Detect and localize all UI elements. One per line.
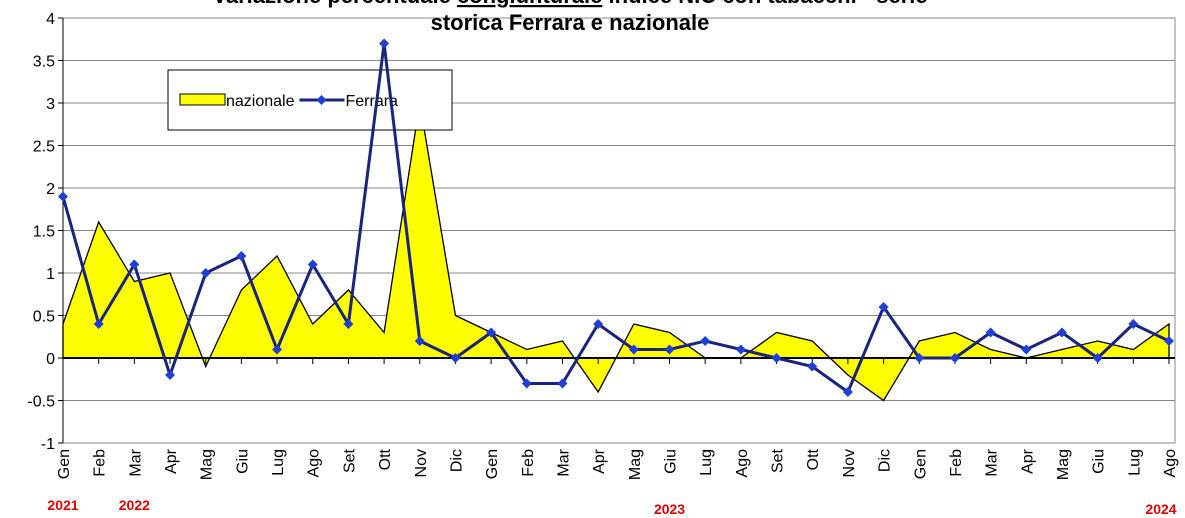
x-tick-label: Ott [377, 448, 394, 470]
title-part: indice NIC con tabacchi - serie [609, 0, 928, 8]
x-tick-label: Set [770, 448, 787, 473]
marker [914, 353, 925, 363]
y-tick-label: 4 [46, 11, 55, 28]
marker [200, 268, 211, 278]
title-part: Variazione percentuale [212, 0, 450, 8]
y-tick-label: 0 [46, 351, 55, 368]
marker [165, 370, 176, 380]
y-tick-label: 1 [46, 266, 55, 283]
x-tick-label: Apr [1019, 448, 1036, 474]
marker [236, 251, 247, 261]
year-label: 2024 [1145, 501, 1176, 517]
marker [628, 344, 639, 355]
x-tick-label: Apr [591, 448, 608, 474]
y-tick-label: -1 [41, 436, 55, 453]
marker [842, 387, 853, 397]
y-tick-label: 3.5 [33, 54, 55, 71]
marker [949, 353, 960, 363]
x-tick-label: Ott [805, 448, 822, 470]
marker [129, 259, 140, 270]
marker [521, 378, 532, 389]
marker [1056, 327, 1067, 338]
year-label: 2022 [119, 497, 150, 513]
x-tick-label: Dic [448, 449, 465, 472]
marker [593, 319, 604, 329]
x-tick-label: Ago [1162, 449, 1179, 478]
marker [486, 327, 497, 338]
x-tick-label: Feb [92, 449, 109, 477]
x-tick-label: Nov [413, 449, 430, 477]
y-tick-label: 3 [46, 96, 55, 113]
x-tick-label: Nov [841, 449, 858, 477]
marker [450, 353, 461, 363]
year-label: 2021 [47, 497, 78, 513]
marker [735, 344, 746, 355]
y-tick-label: 1.5 [33, 224, 55, 241]
x-tick-label: Dic [877, 449, 894, 472]
marker [93, 319, 104, 329]
marker [307, 259, 318, 270]
y-tick-label: 0.5 [33, 309, 55, 326]
x-tick-label: Mag [627, 449, 644, 480]
marker [1128, 319, 1139, 329]
y-tick-label: 2 [46, 181, 55, 198]
marker [771, 353, 782, 363]
x-tick-label: Apr [163, 448, 180, 474]
x-tick-label: Mag [1055, 449, 1072, 480]
x-tick-label: Feb [520, 449, 537, 477]
y-tick-label: -0.5 [27, 394, 55, 411]
marker [272, 344, 283, 355]
x-tick-label: Giu [1091, 449, 1108, 474]
marker [807, 361, 818, 372]
marker [58, 191, 68, 202]
area [62, 102, 1170, 402]
x-tick-label: Lug [698, 449, 715, 476]
marker [1021, 344, 1032, 355]
x-tick-label: Mar [127, 448, 144, 476]
line [61, 43, 1170, 395]
x-tick-label: Giu [234, 449, 251, 474]
year-label: 2023 [654, 501, 685, 517]
x-tick-label: Lug [270, 449, 287, 476]
marker [1164, 336, 1174, 346]
x-tick-label: Ago [734, 449, 751, 478]
marker [343, 319, 354, 329]
chart-title: storica Ferrara e nazionale [431, 10, 710, 35]
legend-swatch [316, 95, 327, 105]
legend-swatch [179, 93, 226, 106]
marker [985, 327, 996, 338]
x-tick-label: Gen [56, 449, 73, 479]
x-tick-label: Mar [555, 448, 572, 476]
x-tick-label: Gen [912, 449, 929, 479]
x-tick-label: Set [341, 448, 358, 473]
x-tick-label: Mag [199, 449, 216, 480]
title-part: congiunturale [457, 0, 602, 8]
marker [414, 336, 425, 346]
x-tick-label: Feb [948, 449, 965, 477]
legend: nazionale Ferrara [167, 69, 453, 131]
marker [878, 302, 889, 312]
x-tick-label: Lug [1126, 449, 1143, 476]
x-tick-label: Ago [306, 449, 323, 478]
x-tick-label: Gen [484, 449, 501, 479]
x-tick-label: Giu [663, 449, 680, 474]
marker [664, 344, 675, 355]
marker [557, 378, 568, 389]
marker [700, 336, 711, 346]
legend-label: nazionale [226, 93, 295, 110]
y-tick-label: 2.5 [33, 139, 55, 156]
marker [379, 38, 390, 49]
marker [1092, 353, 1103, 363]
legend-label: Ferrara [346, 93, 399, 110]
x-tick-label: Mar [984, 448, 1001, 476]
chart-title: Variazione percentuale congiunturale ind… [212, 0, 927, 8]
